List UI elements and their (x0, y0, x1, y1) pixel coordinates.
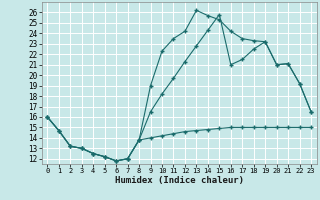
X-axis label: Humidex (Indice chaleur): Humidex (Indice chaleur) (115, 176, 244, 185)
